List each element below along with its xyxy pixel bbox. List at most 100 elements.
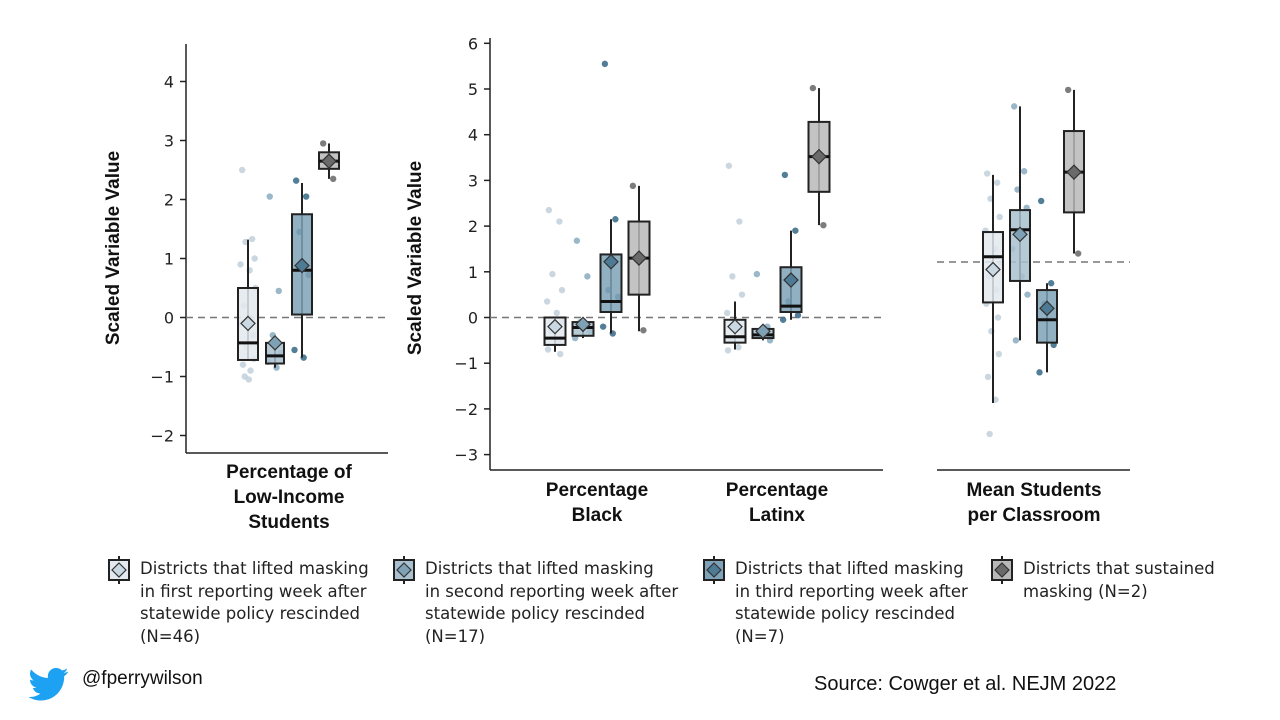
data-point (584, 273, 591, 280)
y-tick-label: −2 (454, 400, 478, 419)
data-point (292, 177, 300, 184)
mean-diamond (1066, 164, 1082, 181)
x-category-label: Percentage Latinx (726, 480, 828, 526)
legend-swatch-second-week (393, 556, 415, 584)
y-tick-label: 1 (468, 263, 478, 282)
box (1009, 209, 1031, 282)
data-point (986, 430, 993, 438)
data-point (735, 344, 742, 351)
swatch-diamond (994, 562, 1010, 578)
y-tick-label: 4 (468, 126, 478, 145)
data-point (549, 270, 556, 278)
y-tick-label: 2 (164, 191, 174, 210)
data-point (640, 327, 647, 334)
mean-diamond (811, 148, 827, 165)
data-point (291, 346, 298, 354)
mean-diamond (267, 335, 283, 351)
legend-label: Districts that lifted masking in second … (425, 559, 679, 646)
data-point (1047, 280, 1055, 287)
data-point (995, 350, 1003, 358)
data-point (329, 175, 337, 183)
data-point (266, 193, 273, 200)
data-point (994, 314, 1002, 321)
data-point (996, 213, 1003, 221)
legend-item-first-week: Districts that lifted masking in first r… (106, 556, 369, 648)
source-citation: Source: Cowger et al. NEJM 2022 (814, 673, 1117, 695)
y-tick-label: 1 (164, 250, 174, 269)
mean-diamond (985, 261, 1001, 278)
data-point (612, 216, 619, 223)
y-tick-label: 2 (468, 217, 478, 236)
data-point (792, 227, 799, 234)
data-point (809, 84, 817, 92)
mean-diamond (294, 257, 310, 274)
data-point (1074, 250, 1082, 257)
data-point (629, 182, 637, 190)
y-axis-label: Scaled Variable Value (103, 151, 124, 345)
legend-item-third-week: Districts that lifted masking in third r… (701, 556, 968, 648)
mean-diamond (631, 250, 647, 266)
data-point (724, 347, 732, 354)
data-point (601, 60, 609, 68)
mean-diamond (321, 153, 337, 169)
data-point (543, 298, 551, 305)
mean-diamond (547, 318, 563, 335)
legend-swatch-sustained (991, 556, 1013, 584)
data-point (781, 171, 789, 179)
data-point (239, 361, 247, 368)
data-point (545, 206, 553, 214)
mean-diamond (755, 323, 771, 340)
swatch-diamond (111, 562, 127, 578)
legend-swatch-third-week (703, 556, 725, 584)
data-point (820, 221, 827, 229)
legend: Districts that lifted masking in first r… (0, 556, 1280, 658)
panel-classroom: Mean Students per Classroom (937, 86, 1130, 526)
data-point (738, 291, 746, 298)
data-point (573, 237, 581, 244)
legend-item-second-week: Districts that lifted masking in second … (391, 556, 679, 648)
y-tick-label: 0 (164, 309, 174, 328)
x-category-label: Mean Students per Classroom (966, 480, 1101, 526)
box (1036, 289, 1058, 344)
y-tick-label: 6 (468, 34, 478, 53)
y-axis-label: Scaled Variable Value (405, 161, 426, 355)
data-point (557, 350, 564, 358)
data-point (245, 376, 253, 383)
data-point (1037, 197, 1045, 205)
data-point (1012, 337, 1020, 344)
y-tick-label: 0 (468, 309, 478, 328)
y-tick-label: 5 (468, 80, 478, 99)
mean-diamond (783, 272, 799, 288)
panel-low-income: −2 −1 0 1 2 3 4 Scaled Variable Value Percentage… (103, 44, 388, 533)
mean-diamond (1012, 226, 1028, 243)
y-tick-label: −3 (454, 446, 478, 465)
data-point (753, 270, 761, 278)
twitter-handle: @fperrywilson (82, 668, 203, 689)
data-point (319, 140, 327, 147)
data-point (544, 346, 552, 353)
data-point (993, 179, 1001, 186)
mean-diamond (603, 253, 619, 270)
y-tick-label: 3 (164, 132, 174, 151)
legend-label: Districts that lifted masking in third r… (735, 559, 968, 646)
legend-label: Districts that lifted masking in first r… (140, 559, 369, 646)
data-point (1010, 103, 1018, 110)
data-point (599, 323, 607, 330)
data-point (248, 235, 256, 243)
data-point (984, 373, 992, 381)
twitter-bird-icon (28, 668, 69, 701)
x-category-label: Percentage Black (546, 480, 648, 526)
y-tick-label: −1 (150, 368, 174, 387)
data-point (1024, 291, 1031, 298)
mean-diamond (240, 315, 256, 332)
legend-item-sustained: Districts that sustained masking (N=2) (989, 556, 1215, 603)
mean-diamond (727, 318, 743, 335)
y-tick-label: −2 (150, 427, 174, 446)
data-point (729, 273, 736, 280)
data-point (302, 193, 310, 200)
y-tick-label: 3 (468, 171, 478, 190)
data-point (237, 261, 244, 268)
data-point (556, 218, 563, 225)
data-point (794, 312, 802, 319)
